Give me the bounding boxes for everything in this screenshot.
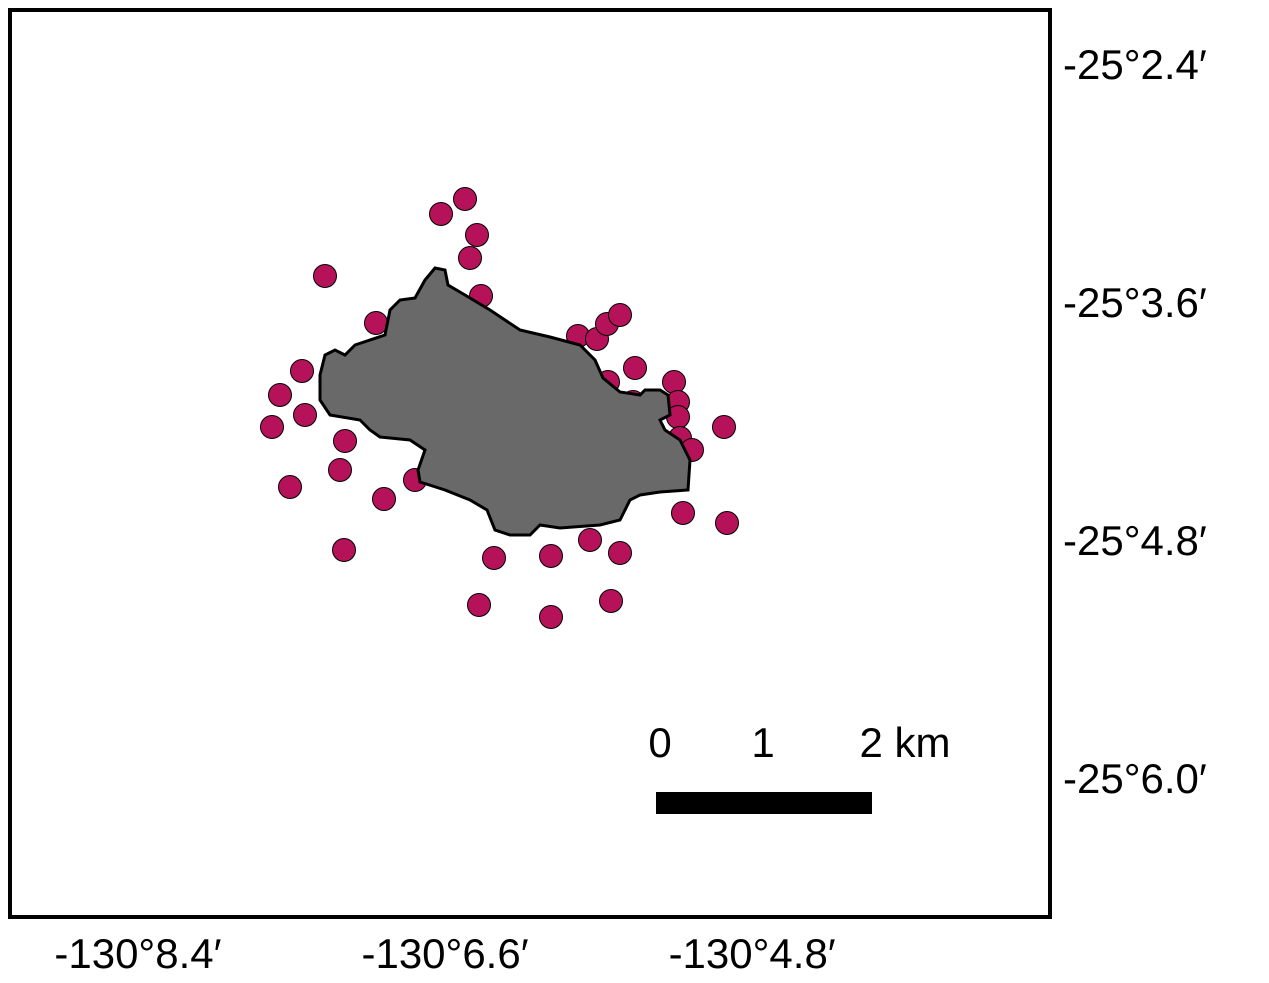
sample-point: [662, 370, 686, 394]
sample-point: [364, 311, 388, 335]
sample-point: [539, 605, 563, 629]
y-tick-label: -25°4.8′: [1063, 517, 1207, 564]
sample-point: [332, 538, 356, 562]
sample-point: [467, 593, 491, 617]
island: [318, 266, 692, 537]
map-frame: [8, 8, 1052, 919]
sample-point: [290, 359, 314, 383]
sample-point: [429, 202, 453, 226]
sample-point: [623, 356, 647, 380]
scale-label: 1: [751, 719, 774, 766]
sample-point: [278, 475, 302, 499]
sample-point: [671, 501, 695, 525]
scale-bar: [656, 792, 872, 814]
sample-point: [608, 541, 632, 565]
sample-point: [372, 487, 396, 511]
sample-point: [313, 264, 337, 288]
sample-point: [458, 246, 482, 270]
y-tick-label: -25°6.0′: [1063, 755, 1207, 802]
sample-point: [453, 187, 477, 211]
y-tick-label: -25°3.6′: [1063, 279, 1207, 326]
sample-point: [608, 303, 632, 327]
sample-point: [715, 511, 739, 535]
x-tick-label: -130°4.8′: [669, 930, 836, 977]
sample-point: [328, 458, 352, 482]
sample-point: [268, 383, 292, 407]
sample-point: [482, 546, 506, 570]
sample-point: [333, 429, 357, 453]
y-tick-label: -25°2.4′: [1063, 41, 1207, 88]
sample-point: [578, 528, 602, 552]
sample-point: [260, 415, 284, 439]
sample-point: [465, 223, 489, 247]
scale-label: 0: [648, 719, 671, 766]
sample-point: [599, 589, 623, 613]
sample-point: [712, 415, 736, 439]
scale-label: 2 km: [859, 719, 950, 766]
sample-point: [293, 403, 317, 427]
x-tick-label: -130°8.4′: [54, 930, 221, 977]
x-tick-label: -130°6.6′: [361, 930, 528, 977]
sample-points: [260, 187, 739, 629]
sample-point: [539, 544, 563, 568]
